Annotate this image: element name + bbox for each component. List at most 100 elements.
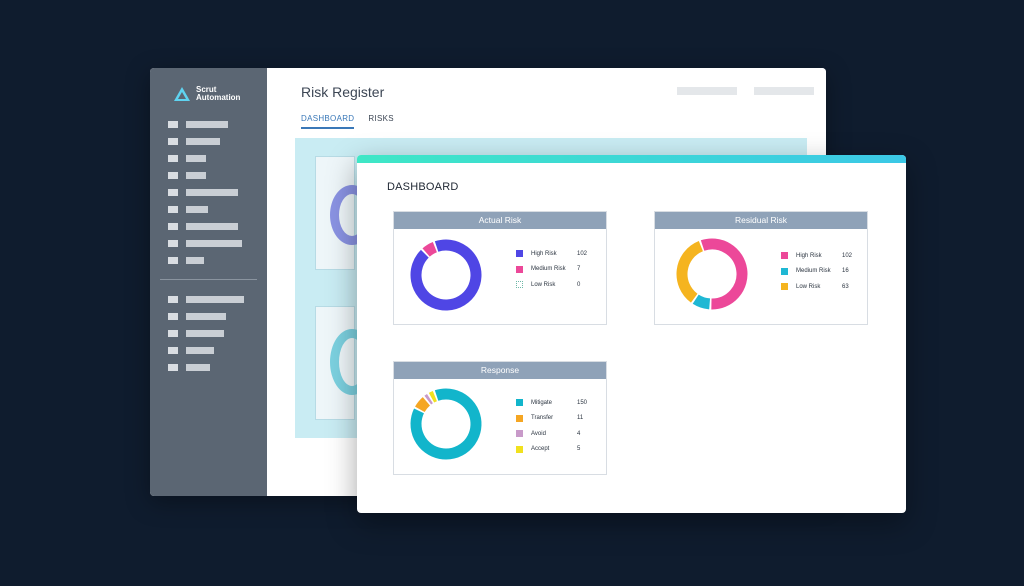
nav-item-placeholder (186, 137, 220, 145)
nav-item-placeholder (186, 239, 242, 247)
legend-swatch (516, 281, 523, 289)
nav-item-placeholder (186, 256, 204, 264)
legend-item: Medium Risk 16 (781, 264, 862, 280)
legend-item: Accept 5 (516, 442, 597, 458)
legend-swatch (781, 283, 788, 291)
sidebar-item-13[interactable] (168, 346, 214, 354)
response-panel: Response Mitigate 150 Transfer 11 Avoid 4 A… (393, 361, 607, 475)
sidebar-divider (160, 279, 257, 280)
legend-value: 63 (842, 283, 849, 290)
nav-item-placeholder (186, 171, 206, 179)
nav-item-icon (168, 363, 178, 371)
nav-item-icon (168, 188, 178, 196)
donut-slice-avoid (424, 394, 433, 405)
window-accent-bar (357, 155, 906, 163)
logo-line2: Automation (196, 93, 241, 102)
sidebar-item-3[interactable] (168, 154, 206, 162)
sidebar-item-2[interactable] (168, 137, 220, 145)
legend-swatch (516, 250, 523, 258)
nav-item-icon (168, 346, 178, 354)
actual-risk-donut (410, 239, 482, 311)
legend-value: 16 (842, 268, 849, 275)
legend-item: Low Risk 0 (516, 277, 597, 293)
nav-item-icon (168, 205, 178, 213)
sidebar-item-5[interactable] (168, 188, 238, 196)
dashboard-window: DASHBOARD Actual Risk High Risk 102 Mediu… (357, 155, 906, 513)
legend-swatch (516, 265, 523, 273)
legend-swatch (516, 414, 523, 422)
legend-label: Low Risk (531, 281, 556, 288)
nav-item-icon (168, 329, 178, 337)
legend-item: Medium Risk 7 (516, 262, 597, 278)
residual-risk-panel: Residual Risk High Risk 102 Medium Risk 16… (654, 211, 868, 325)
background-card (315, 156, 374, 270)
sidebar-item-9[interactable] (168, 256, 204, 264)
sidebar-item-12[interactable] (168, 329, 224, 337)
sidebar-item-7[interactable] (168, 222, 238, 230)
legend-value: 4 (577, 430, 581, 437)
panel-title: Response (394, 362, 606, 379)
tab-bar: DASHBOARD RISKS (301, 114, 394, 129)
nav-item-icon (168, 222, 178, 230)
nav-item-placeholder (186, 312, 226, 320)
legend-swatch (781, 252, 788, 260)
header-placeholder (677, 87, 737, 95)
nav-item-placeholder (186, 346, 214, 354)
panel-title: Actual Risk (394, 212, 606, 229)
donut-slice-high-risk (700, 238, 748, 310)
sidebar-item-11[interactable] (168, 312, 226, 320)
tab-dashboard[interactable]: DASHBOARD (301, 114, 355, 129)
nav-item-icon (168, 137, 178, 145)
sidebar-item-10[interactable] (168, 295, 244, 303)
residual-risk-donut (676, 238, 748, 310)
nav-item-placeholder (186, 154, 206, 162)
actual-risk-legend: High Risk 102 Medium Risk 7 Low Risk 0 (516, 246, 597, 293)
nav-item-placeholder (186, 363, 210, 371)
legend-label: High Risk (531, 250, 557, 257)
donut-slice-high-risk (410, 239, 482, 311)
nav-item-icon (168, 312, 178, 320)
donut-slice-transfer (415, 397, 431, 413)
scrut-logo-icon (174, 87, 190, 101)
legend-label: High Risk (796, 252, 822, 259)
sidebar-item-4[interactable] (168, 171, 206, 179)
nav-item-icon (168, 154, 178, 162)
tab-risks[interactable]: RISKS (368, 114, 394, 123)
residual-risk-legend: High Risk 102 Medium Risk 16 Low Risk 63 (781, 248, 862, 295)
sidebar-item-8[interactable] (168, 239, 242, 247)
legend-value: 11 (577, 415, 584, 422)
nav-item-placeholder (186, 295, 244, 303)
legend-item: Avoid 4 (516, 426, 597, 442)
donut-slice-medium-risk (692, 294, 711, 310)
nav-item-placeholder (186, 205, 208, 213)
legend-swatch (781, 267, 788, 275)
panel-title: Residual Risk (655, 212, 867, 229)
sidebar-item-14[interactable] (168, 363, 210, 371)
page-title: Risk Register (301, 84, 385, 100)
nav-item-icon (168, 120, 178, 128)
legend-label: Medium Risk (796, 268, 831, 275)
background-card (315, 306, 374, 420)
legend-value: 102 (842, 252, 853, 259)
nav-item-icon (168, 171, 178, 179)
legend-swatch (516, 399, 523, 407)
nav-item-placeholder (186, 120, 228, 128)
nav-item-placeholder (186, 222, 238, 230)
nav-item-placeholder (186, 188, 238, 196)
response-legend: Mitigate 150 Transfer 11 Avoid 4 Accept 5 (516, 395, 597, 457)
nav-item-icon (168, 239, 178, 247)
sidebar-item-1[interactable] (168, 120, 228, 128)
donut-slice-medium-risk (422, 242, 438, 257)
legend-value: 150 (577, 399, 588, 406)
dashboard-title: DASHBOARD (387, 181, 459, 193)
legend-item: Mitigate 150 (516, 395, 597, 411)
nav-item-icon (168, 295, 178, 303)
sidebar-item-6[interactable] (168, 205, 208, 213)
logo-text: Scrut Automation (196, 86, 240, 102)
legend-label: Transfer (531, 415, 554, 422)
legend-value: 5 (577, 446, 581, 453)
legend-value: 0 (577, 281, 581, 288)
logo-line1: Scrut (196, 85, 217, 94)
legend-value: 102 (577, 250, 588, 257)
legend-label: Low Risk (796, 283, 821, 290)
